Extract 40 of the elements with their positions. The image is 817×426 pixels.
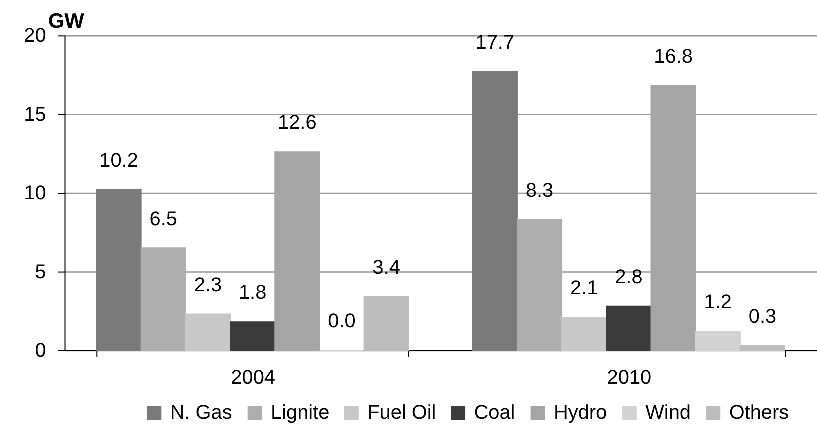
- data-label: 16.8: [654, 46, 693, 68]
- bar: [230, 322, 276, 351]
- bar: [695, 331, 741, 351]
- bar: [606, 306, 652, 351]
- legend-label: Wind: [646, 402, 691, 424]
- data-label: 1.2: [704, 292, 732, 314]
- legend-label: Fuel Oil: [368, 402, 436, 424]
- y-tick-label: 10: [24, 182, 46, 205]
- y-tick-label: 15: [24, 104, 46, 126]
- data-label: 1.8: [238, 282, 267, 304]
- bar: [364, 296, 410, 351]
- data-label: 10.2: [100, 150, 138, 172]
- y-axis-title: GW: [48, 10, 85, 34]
- data-label: 0.3: [748, 306, 777, 328]
- bar: [472, 71, 518, 351]
- x-tick-label: 2004: [231, 366, 276, 389]
- bar: [140, 248, 186, 351]
- data-label: 8.3: [526, 180, 554, 202]
- data-label: 12.6: [278, 112, 317, 134]
- legend-label: Lignite: [271, 402, 330, 424]
- legend-label: Others: [729, 402, 790, 424]
- data-label: 2.8: [615, 266, 643, 289]
- bar: [185, 314, 232, 351]
- data-label: 2.3: [194, 274, 222, 296]
- y-tick-label: 5: [35, 261, 46, 284]
- y-tick-label: 0: [35, 340, 46, 362]
- data-label: 0.0: [328, 310, 356, 333]
- data-label: 17.7: [476, 32, 515, 54]
- data-label: 3.4: [372, 257, 400, 280]
- data-label: 6.5: [150, 208, 178, 230]
- bar: [96, 189, 142, 351]
- legend-label: Coal: [474, 402, 516, 424]
- bar: [562, 316, 608, 351]
- x-tick-label: 2010: [607, 366, 652, 389]
- data-label: 2.1: [570, 278, 598, 300]
- legend-label: Hydro: [554, 402, 608, 424]
- bar: [740, 345, 786, 351]
- bar: [516, 219, 563, 351]
- y-tick-label: 20: [24, 25, 46, 48]
- legend-label: N. Gas: [170, 402, 232, 424]
